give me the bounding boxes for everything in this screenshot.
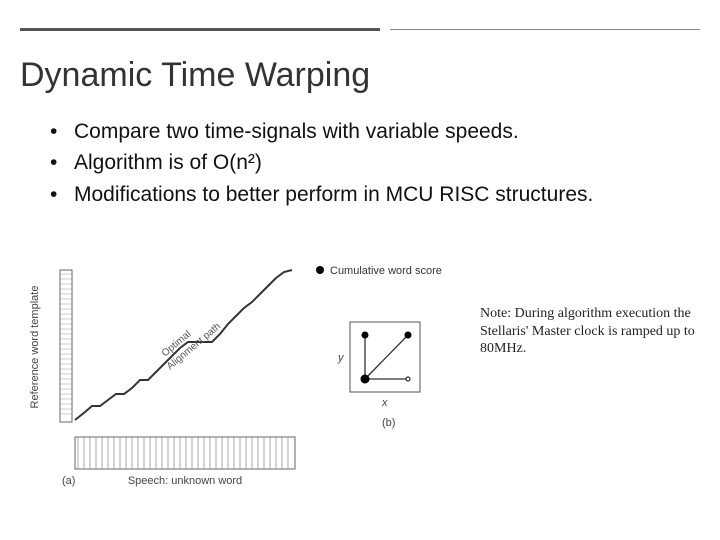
bullet-item: Compare two time-signals with variable s… bbox=[50, 118, 670, 145]
svg-text:x: x bbox=[381, 397, 388, 409]
svg-text:Cumulative word score: Cumulative word score bbox=[330, 265, 442, 277]
svg-text:Speech: unknown word: Speech: unknown word bbox=[128, 475, 242, 487]
svg-text:(a): (a) bbox=[62, 475, 75, 487]
header-rule-left bbox=[20, 28, 380, 31]
slide-title: Dynamic Time Warping bbox=[20, 56, 370, 95]
bullet-item: Algorithm is of O(n²) bbox=[50, 149, 670, 176]
note-text: Note: During algorithm execution the Ste… bbox=[480, 305, 695, 358]
svg-text:(b): (b) bbox=[382, 417, 395, 429]
dtw-figure: Reference word templateOptimalAlignment … bbox=[20, 262, 460, 522]
svg-text:Reference word template: Reference word template bbox=[29, 286, 41, 409]
svg-text:y: y bbox=[337, 352, 345, 364]
bullet-item: Modifications to better perform in MCU R… bbox=[50, 181, 670, 208]
bullet-list: Compare two time-signals with variable s… bbox=[50, 118, 670, 212]
header-rule-right bbox=[390, 29, 700, 30]
